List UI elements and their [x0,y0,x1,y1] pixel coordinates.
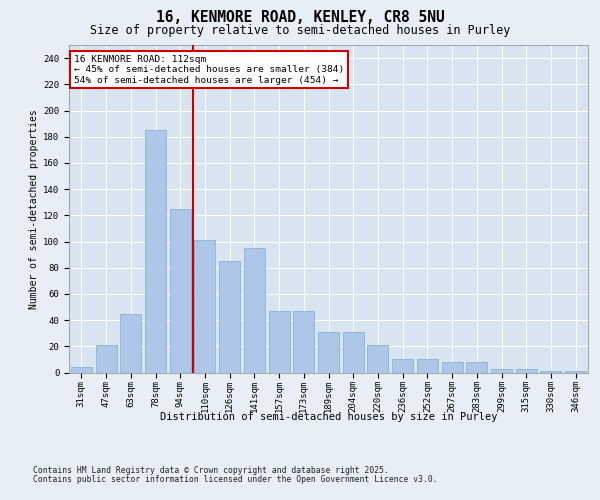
Text: Contains public sector information licensed under the Open Government Licence v3: Contains public sector information licen… [33,475,437,484]
Bar [71,368,92,372]
Bar [565,371,586,372]
Bar [343,332,364,372]
Bar [219,261,240,372]
Bar [170,209,191,372]
Bar [466,362,487,372]
Bar [417,360,438,372]
Bar [491,368,512,372]
Bar [120,314,141,372]
Bar [244,248,265,372]
Text: Size of property relative to semi-detached houses in Purley: Size of property relative to semi-detach… [90,24,510,37]
Bar [145,130,166,372]
Bar [194,240,215,372]
Bar [95,345,116,372]
Bar [392,360,413,372]
Bar [318,332,339,372]
Bar [367,345,388,372]
Text: 16 KENMORE ROAD: 112sqm
← 45% of semi-detached houses are smaller (384)
54% of s: 16 KENMORE ROAD: 112sqm ← 45% of semi-de… [74,55,344,84]
Bar [442,362,463,372]
Bar [293,311,314,372]
Y-axis label: Number of semi-detached properties: Number of semi-detached properties [29,109,39,308]
Bar [541,371,562,372]
Bar [269,311,290,372]
Bar [516,368,537,372]
Text: 16, KENMORE ROAD, KENLEY, CR8 5NU: 16, KENMORE ROAD, KENLEY, CR8 5NU [155,10,445,25]
Text: Distribution of semi-detached houses by size in Purley: Distribution of semi-detached houses by … [160,412,497,422]
Text: Contains HM Land Registry data © Crown copyright and database right 2025.: Contains HM Land Registry data © Crown c… [33,466,389,475]
